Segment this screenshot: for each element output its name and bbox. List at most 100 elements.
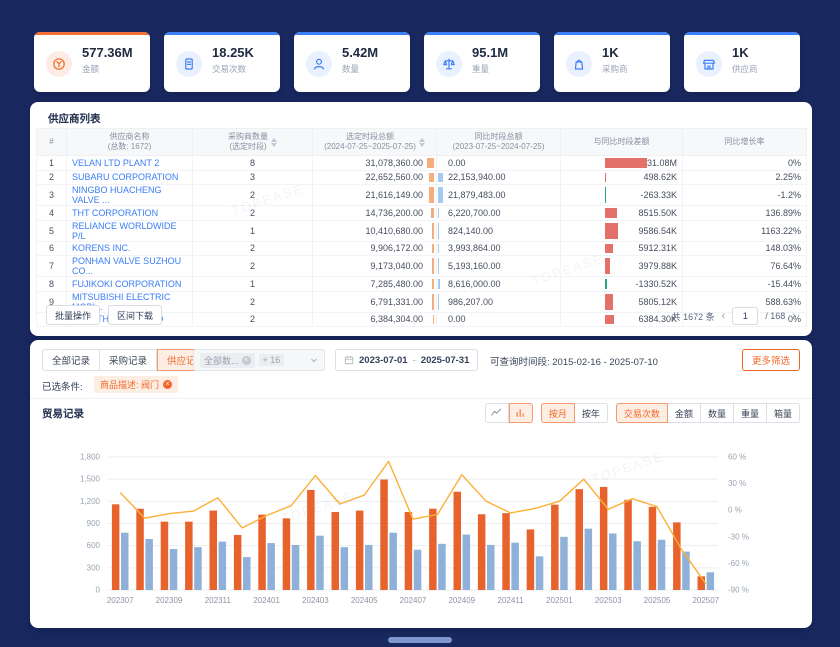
query-range-hint: 可查询时间段: 2015-02-16 - 2025-07-10 [490, 357, 658, 368]
value-bar [429, 187, 434, 203]
supplier-link[interactable]: KORENS INC. [72, 243, 131, 254]
bar-chart-icon-button[interactable] [508, 403, 533, 423]
bar-current-period-count [429, 508, 437, 590]
supplier-name-cell: RELIANCE WORLDWIDE P/L [66, 219, 193, 242]
supplier-link[interactable]: THT CORPORATION [72, 207, 159, 218]
supplier-link[interactable]: PONHAN VALVE SUZHOU CO... [72, 256, 182, 276]
chart-controls: 按月 按年 交易次数 金额 数量 重量 箱量 [484, 403, 800, 423]
bar-current-period-count [136, 508, 144, 590]
stat-label: 数量 [342, 64, 360, 74]
bar-previous-period-count [169, 548, 178, 590]
stat-label: 采购商 [602, 64, 628, 74]
bar-previous-period-count [511, 542, 519, 590]
line-chart-icon-button[interactable] [484, 403, 509, 423]
bar-current-period-count [551, 504, 559, 590]
buyer-count-cell: 2 [192, 240, 313, 256]
sort-icon[interactable] [271, 137, 277, 147]
range-download-button[interactable]: 区间下载 [108, 305, 163, 325]
date-to[interactable]: 2025-07-31 [420, 354, 470, 366]
bar-previous-period-count [609, 533, 617, 590]
col-current-total[interactable]: 选定时段总额 (2024-07-25~2025-07-25) [312, 128, 437, 156]
current-page-input[interactable]: 1 [732, 307, 759, 325]
metric-button-箱量[interactable]: 箱量 [766, 403, 800, 423]
bar-previous-period-count [657, 539, 666, 590]
remove-condition-icon[interactable]: × [163, 380, 173, 389]
yoy-total-cell: 0.00 [436, 155, 561, 171]
col-buyer-count[interactable]: 采购商数量 (选定时段) [192, 128, 313, 156]
yoy-total-cell: 22,153,940.00 [436, 169, 561, 185]
diff-cell: 498.62K [560, 169, 683, 185]
shop-icon [703, 59, 715, 70]
record-tab-全部记录[interactable]: 全部记录 [42, 349, 101, 371]
stat-icon-wrap [306, 51, 332, 77]
bar-current-period-count [307, 489, 315, 590]
x-axis-tick: 202505 [644, 596, 671, 605]
dataset-select[interactable]: 全部数... × + 16 [193, 349, 325, 371]
supplier-name-cell: VELAN LTD PLANT 2 [66, 155, 193, 171]
period-button-按年[interactable]: 按年 [574, 403, 608, 423]
stat-value: 577.36M [82, 45, 133, 60]
supplier-name-cell: SUBARU CORPORATION [66, 169, 193, 185]
date-from[interactable]: 2023-07-01 [359, 354, 408, 366]
stat-card-供应商: 1K 供应商 [684, 32, 800, 92]
stat-icon-wrap [46, 51, 72, 77]
left-axis-tick: 1,500 [80, 475, 101, 484]
line-yoy-growth-percent [119, 460, 707, 585]
growth-cell: -1.2% [682, 184, 807, 206]
supplier-name-cell: FUJIKOKI CORPORATION [66, 276, 193, 292]
stat-card-金额: 577.36M 金额 [34, 32, 150, 92]
supplier-link[interactable]: FUJIKOKI CORPORATION [72, 278, 182, 289]
remove-dataset-icon[interactable]: × [241, 355, 251, 365]
growth-cell: 588.63% [682, 290, 807, 313]
metric-button-重量[interactable]: 重量 [733, 403, 767, 423]
more-filters-button[interactable]: 更多筛选 [741, 349, 800, 371]
supplier-link[interactable]: RELIANCE WORLDWIDE P/L [72, 220, 177, 241]
row-index: 4 [36, 205, 67, 221]
table-row: 7 PONHAN VALVE SUZHOU CO... 2 9,173,040.00 5… [36, 255, 807, 277]
right-axis-tick: -60 % [728, 559, 749, 568]
left-axis-tick: 1,800 [80, 453, 101, 462]
supplier-table: # 供应商名称 (总数: 1672) 采购商数量 (选定时段) 选定时段总额 (202… [36, 128, 807, 327]
diff-cell: 31.08M [560, 155, 683, 171]
metric-button-金额[interactable]: 金额 [667, 403, 701, 423]
x-axis-tick: 202309 [156, 596, 183, 605]
bar-previous-period-count [218, 541, 227, 590]
supplier-link[interactable]: VELAN LTD PLANT 2 [72, 157, 160, 168]
bar-current-period-count [697, 576, 705, 590]
yoy-total-cell: 986,207.00 [436, 290, 561, 313]
record-tab-采购记录[interactable]: 采购记录 [100, 349, 158, 371]
sort-icon[interactable] [418, 137, 425, 147]
card-top-border [684, 32, 800, 35]
table-row: 3 NINGBO HUACHENG VALVE ... 2 21,616,149.00… [36, 184, 807, 206]
date-range-picker[interactable]: 2023-07-01 - 2025-07-31 [335, 349, 479, 371]
bar-previous-period-count [438, 543, 446, 590]
date-separator: - [412, 354, 416, 366]
col-supplier-name: 供应商名称 (总数: 1672) [66, 128, 193, 156]
value-bar [428, 172, 434, 182]
batch-action-button[interactable]: 批量操作 [46, 305, 101, 325]
row-index: 2 [36, 169, 67, 185]
metric-button-交易次数[interactable]: 交易次数 [615, 403, 668, 423]
left-axis-tick: 300 [87, 563, 101, 572]
next-page-button[interactable]: › [792, 309, 796, 322]
diff-bar [605, 279, 607, 289]
right-axis-tick: 30 % [728, 479, 746, 488]
value-bar [432, 279, 434, 289]
period-button-按月[interactable]: 按月 [540, 403, 575, 423]
stat-value: 95.1M [472, 45, 509, 60]
selected-condition-tag: 商品描述: 阀门 × [94, 376, 179, 393]
supplier-link[interactable]: NINGBO HUACHENG VALVE ... [72, 185, 162, 205]
card-top-border [164, 32, 280, 35]
row-index: 7 [36, 255, 67, 277]
growth-cell: 136.89% [682, 205, 807, 221]
supplier-table-wrap: # 供应商名称 (总数: 1672) 采购商数量 (选定时段) 选定时段总额 (202… [36, 128, 807, 327]
metric-button-数量[interactable]: 数量 [700, 403, 734, 423]
divider [30, 398, 812, 399]
x-axis-tick: 202501 [546, 596, 573, 605]
supplier-link[interactable]: SUBARU CORPORATION [72, 172, 179, 183]
window-handle [388, 637, 452, 643]
row-index: 8 [36, 276, 67, 292]
stat-icon-wrap [696, 51, 722, 77]
prev-page-button[interactable]: ‹ [721, 309, 726, 322]
yoy-total-cell: 21,879,483.00 [436, 184, 561, 206]
